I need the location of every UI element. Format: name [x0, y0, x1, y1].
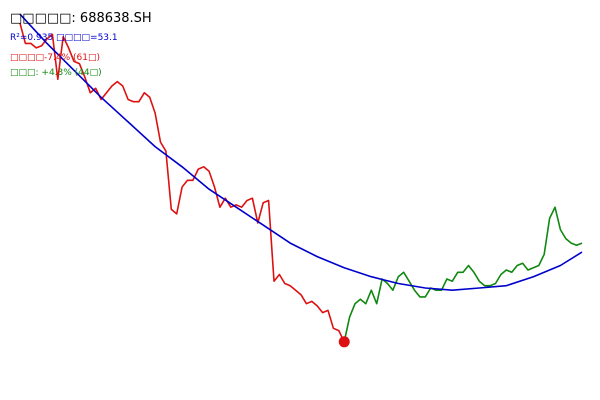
fit-stats-label: R²=0.935 □□□□=53.1: [10, 33, 118, 43]
decline-series-line: [19, 22, 345, 343]
fit-series-line: [19, 13, 583, 292]
turning-point-marker: [338, 336, 350, 348]
chart-title: □□□□□: 688638.SH: [10, 11, 152, 26]
plot-area: [19, 13, 583, 348]
decline-stats-label: □□□□-7.4% (61□): [10, 53, 100, 63]
rise-stats-label: □□□: +4.3% (44□): [10, 68, 102, 78]
